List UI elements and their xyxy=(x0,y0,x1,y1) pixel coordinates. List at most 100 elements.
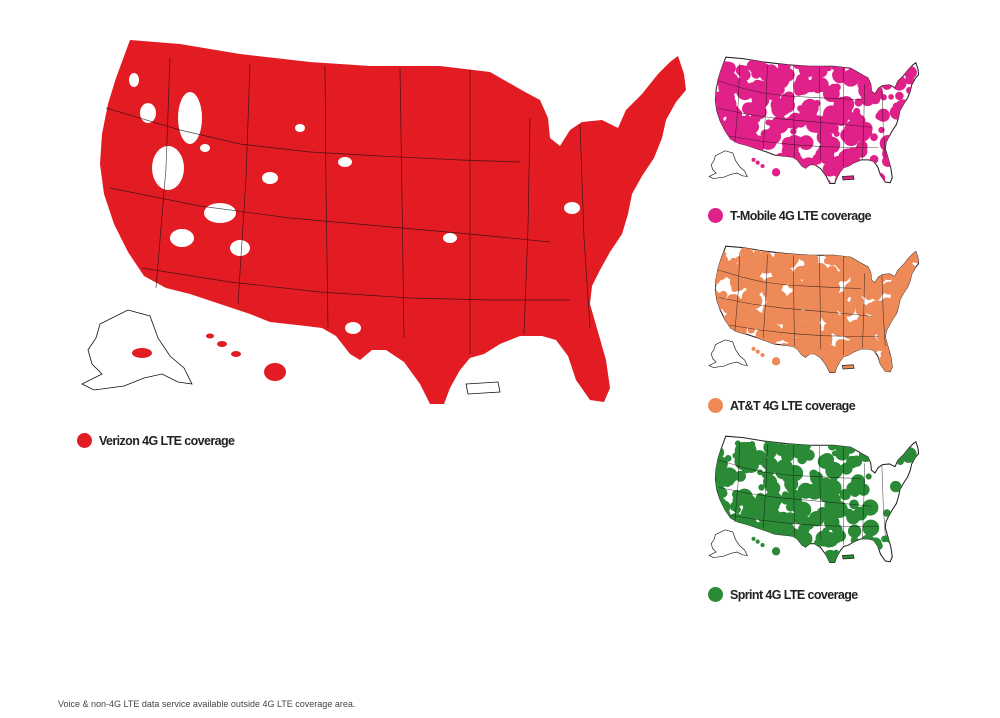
tmobile-coverage-blob xyxy=(795,73,809,87)
tmobile-coverage-blob xyxy=(721,90,735,105)
att-coverage-blob xyxy=(840,304,852,316)
att-coverage-blob xyxy=(883,259,892,268)
att-coverage-blob xyxy=(900,364,911,373)
sprint-coverage-blob xyxy=(715,507,731,525)
tmobile-coverage-blob xyxy=(765,157,777,168)
att-coverage-blob xyxy=(807,250,817,260)
tmobile-coverage-blob xyxy=(801,168,819,184)
att-coverage-blob xyxy=(788,356,796,364)
alaska-coverage xyxy=(132,348,152,358)
sprint-coverage-blob xyxy=(798,531,813,547)
att-coverage-blob xyxy=(888,339,899,350)
att-coverage-blob xyxy=(734,309,750,326)
tmobile-coverage-blob xyxy=(879,134,897,152)
sprint-coverage-blob xyxy=(844,442,857,454)
att-coverage-blob xyxy=(715,366,721,373)
att-coverage-blob xyxy=(899,312,916,328)
att-coverage-blob xyxy=(855,354,867,366)
tmobile-coverage-blob xyxy=(807,116,814,123)
tmobile-coverage-blob xyxy=(832,89,839,97)
sprint-coverage-blob xyxy=(883,509,891,517)
att-coverage-blob xyxy=(720,321,737,338)
tmobile-hawaii-1 xyxy=(751,157,756,162)
hawaii-coverage-3 xyxy=(231,351,241,357)
tmobile-coverage-blob xyxy=(790,128,797,135)
sprint-coverage-blob xyxy=(759,526,776,543)
att-coverage-blob xyxy=(823,280,841,297)
tmobile-coverage-blob xyxy=(758,80,766,88)
sprint-coverage-blob xyxy=(822,527,830,535)
sprint-coverage-blob xyxy=(740,506,758,524)
sprint-coverage-blob xyxy=(865,473,872,480)
att-coverage-blob xyxy=(870,264,878,273)
hawaii-coverage-2 xyxy=(217,341,227,347)
sprint-coverage-blob xyxy=(824,514,840,531)
att-coverage-blob xyxy=(759,365,775,373)
sprint-coverage-blob xyxy=(751,450,767,465)
sprint-coverage-blob xyxy=(820,457,831,468)
att-coverage-blob xyxy=(762,346,771,355)
tmobile-coverage-blob xyxy=(865,129,873,136)
tmobile-state-borders xyxy=(717,63,886,167)
att-coverage-blob xyxy=(739,334,750,346)
sprint-coverage-blob xyxy=(765,447,777,459)
att-coverage-blob xyxy=(823,257,831,265)
tmobile-coverage-blob xyxy=(719,120,736,136)
att-coverage-blob xyxy=(821,298,836,314)
att-coverage-blob xyxy=(729,257,738,266)
tmobile-coverage-map xyxy=(708,56,920,184)
sprint-coverage-blob xyxy=(751,548,768,563)
tmobile-coverage-blob xyxy=(881,79,893,90)
tmobile-coverage-blob xyxy=(748,166,757,175)
sprint-coverage-blob xyxy=(786,553,799,563)
sprint-coverage-blob xyxy=(893,520,900,527)
tmobile-coverage-blob xyxy=(751,69,761,79)
sprint-coverage-blob xyxy=(728,553,743,563)
tmobile-coverage-blob xyxy=(791,171,798,178)
att-coverage-blob xyxy=(728,369,735,373)
tmobile-legend-label: T-Mobile 4G LTE coverage xyxy=(730,208,872,223)
footnote: Voice & non-4G LTE data service availabl… xyxy=(58,699,356,709)
att-coverage-blob xyxy=(856,355,869,367)
tmobile-coverage-blob xyxy=(798,135,814,151)
att-coverage-blob xyxy=(891,251,899,258)
tmobile-coverage-blob xyxy=(895,91,904,101)
att-coverage-map xyxy=(708,245,920,373)
tmobile-coverage-blob xyxy=(863,164,876,178)
sprint-coverage-blob xyxy=(733,506,741,514)
sprint-coverage-blob xyxy=(801,543,814,556)
tmobile-coverage-blob xyxy=(766,74,784,92)
sprint-coverage-blob xyxy=(758,484,765,491)
sprint-coverage-blob xyxy=(765,533,778,546)
sprint-coverage-blob xyxy=(825,501,841,517)
att-coverage-blob xyxy=(864,280,873,288)
sprint-coverage-blob xyxy=(809,469,818,479)
att-coverage-blob xyxy=(777,350,785,358)
sprint-coverage-blob xyxy=(827,468,835,476)
tmobile-coverage-blob xyxy=(853,107,861,115)
sprint-coverage-blob xyxy=(715,498,727,512)
att-coverage-blob xyxy=(908,285,919,297)
att-coverage-blob xyxy=(871,357,883,369)
att-coverage-blob xyxy=(715,367,719,373)
att-coverage-blob xyxy=(885,254,894,262)
att-coverage-blob xyxy=(781,345,792,355)
tmobile-coverage-blob xyxy=(896,172,907,183)
hawaii-coverage-4 xyxy=(264,363,286,381)
sprint-coverage-blob xyxy=(862,499,879,516)
tmobile-coverage-blob xyxy=(865,91,877,104)
tmobile-coverage-blob xyxy=(912,85,919,97)
att-coverage-blob xyxy=(824,346,842,364)
tmobile-coverage-blob xyxy=(832,69,844,81)
att-coverage-blob xyxy=(901,362,911,372)
att-coverage-blob xyxy=(719,290,728,299)
att-color-dot xyxy=(708,398,723,413)
sprint-coverage-blob xyxy=(897,528,907,538)
tmobile-coverage-blob xyxy=(888,94,894,100)
sprint-coverage-blob xyxy=(747,528,756,538)
att-coverage-blob xyxy=(876,247,888,259)
sprint-coverage-blob xyxy=(829,481,838,490)
tmobile-coverage-blob xyxy=(878,126,885,134)
tmobile-coverage-blob xyxy=(764,176,773,184)
tmobile-coverage-blob xyxy=(824,179,831,184)
